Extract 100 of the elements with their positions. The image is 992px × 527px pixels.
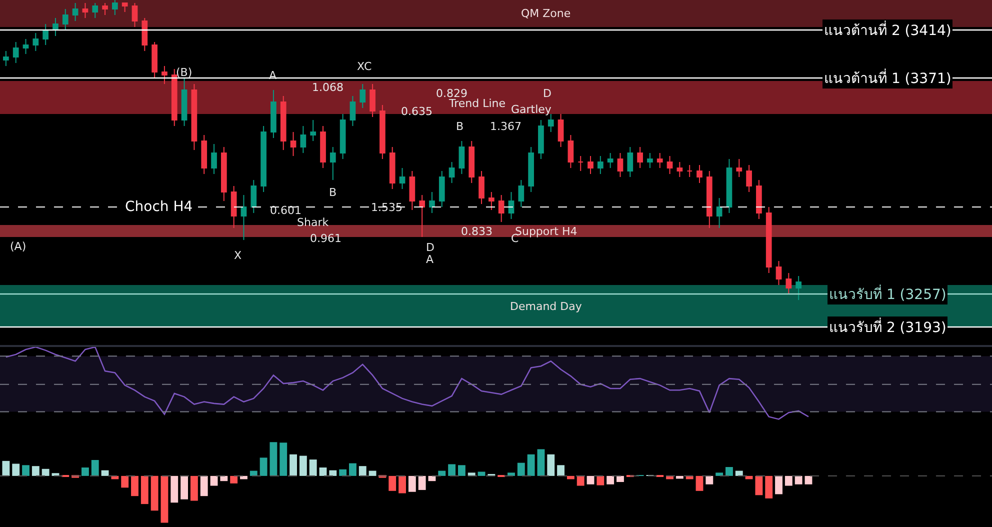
bar <box>566 476 574 480</box>
bar <box>339 469 347 476</box>
candlestick <box>32 32 39 52</box>
candlestick <box>380 104 386 160</box>
candlestick <box>22 38 29 54</box>
candlestick <box>588 156 594 174</box>
candlestick <box>132 2 138 28</box>
annotation: A <box>426 253 434 266</box>
candlestick <box>112 0 118 16</box>
candlestick <box>52 18 58 36</box>
annotation: D <box>543 87 552 100</box>
bar <box>458 465 466 476</box>
bar <box>478 472 486 476</box>
candlestick <box>736 158 742 178</box>
bar <box>220 476 228 482</box>
annotation: 1.367 <box>490 120 522 133</box>
bar <box>12 464 20 476</box>
candlestick <box>666 156 673 174</box>
bar <box>448 464 456 476</box>
candlestick <box>102 2 108 16</box>
candlestick <box>250 180 257 214</box>
bar <box>745 476 753 480</box>
candlestick <box>458 140 465 174</box>
bar <box>765 476 773 498</box>
candlestick <box>330 146 336 180</box>
bar <box>131 476 138 496</box>
bar <box>280 442 288 476</box>
candlestick <box>72 2 78 22</box>
candlestick <box>448 162 455 184</box>
candlestick <box>627 146 634 178</box>
candlestick <box>360 84 366 108</box>
bar <box>755 476 763 496</box>
candlestick <box>122 2 128 12</box>
annotation: 0.601 <box>270 204 302 217</box>
bar <box>150 476 158 511</box>
bar <box>596 476 604 486</box>
bar <box>140 476 148 504</box>
bar <box>735 470 743 476</box>
bar <box>319 467 327 476</box>
annotation: Trend Line <box>448 97 506 110</box>
annotation: B <box>456 120 464 133</box>
bar <box>180 476 188 500</box>
candlestick <box>607 152 614 168</box>
candlestick <box>696 164 702 184</box>
candlestick <box>538 120 544 160</box>
bar <box>794 476 802 484</box>
bar <box>726 467 733 476</box>
bar <box>121 476 129 488</box>
candlestick <box>637 146 643 168</box>
candlestick <box>201 134 208 174</box>
ref-line-label: แนวต้านที่ 2 (3414) <box>824 21 952 39</box>
bar <box>716 472 724 476</box>
candlestick <box>726 158 732 214</box>
candlestick <box>300 126 306 154</box>
annotation: X <box>357 60 365 73</box>
candlestick <box>478 170 484 204</box>
bar <box>160 476 168 523</box>
candlestick <box>706 170 712 228</box>
candlestick <box>558 114 564 148</box>
bar <box>101 470 109 476</box>
bar <box>576 476 584 486</box>
bar <box>299 456 307 476</box>
bar <box>586 476 594 484</box>
candlestick <box>746 164 752 192</box>
bar <box>706 476 714 484</box>
bar <box>42 468 50 476</box>
bar <box>260 458 268 476</box>
candlestick <box>766 206 772 274</box>
candlestick <box>518 180 524 208</box>
bar <box>210 476 218 486</box>
candlestick <box>568 134 574 168</box>
candlestick <box>3 50 9 66</box>
bar <box>309 460 317 476</box>
bar <box>398 476 406 494</box>
annotation: X <box>234 249 242 262</box>
ref-line-label: แนวต้านที่ 1 (3371) <box>824 69 952 87</box>
annotation: C <box>364 60 372 73</box>
bar <box>290 454 297 476</box>
bar <box>270 442 278 476</box>
candlestick <box>468 140 475 184</box>
bar <box>200 476 208 496</box>
candlestick <box>181 78 188 126</box>
bar <box>388 476 396 491</box>
bar <box>784 476 792 486</box>
bar <box>527 454 535 476</box>
band-label: Demand Day <box>510 300 582 313</box>
candlestick <box>656 152 663 168</box>
candlestick <box>429 192 435 214</box>
bar <box>368 470 376 476</box>
ref-line-label: Choch H4 <box>125 199 193 215</box>
annotation: 0.833 <box>461 225 492 238</box>
bar <box>22 465 30 476</box>
bar <box>438 470 446 476</box>
candlestick <box>528 146 534 192</box>
candlestick <box>647 152 653 168</box>
candlestick <box>220 146 227 202</box>
candlestick <box>409 170 416 210</box>
bar <box>775 476 782 494</box>
annotation: (A) <box>10 240 26 253</box>
candlestick <box>438 170 445 208</box>
